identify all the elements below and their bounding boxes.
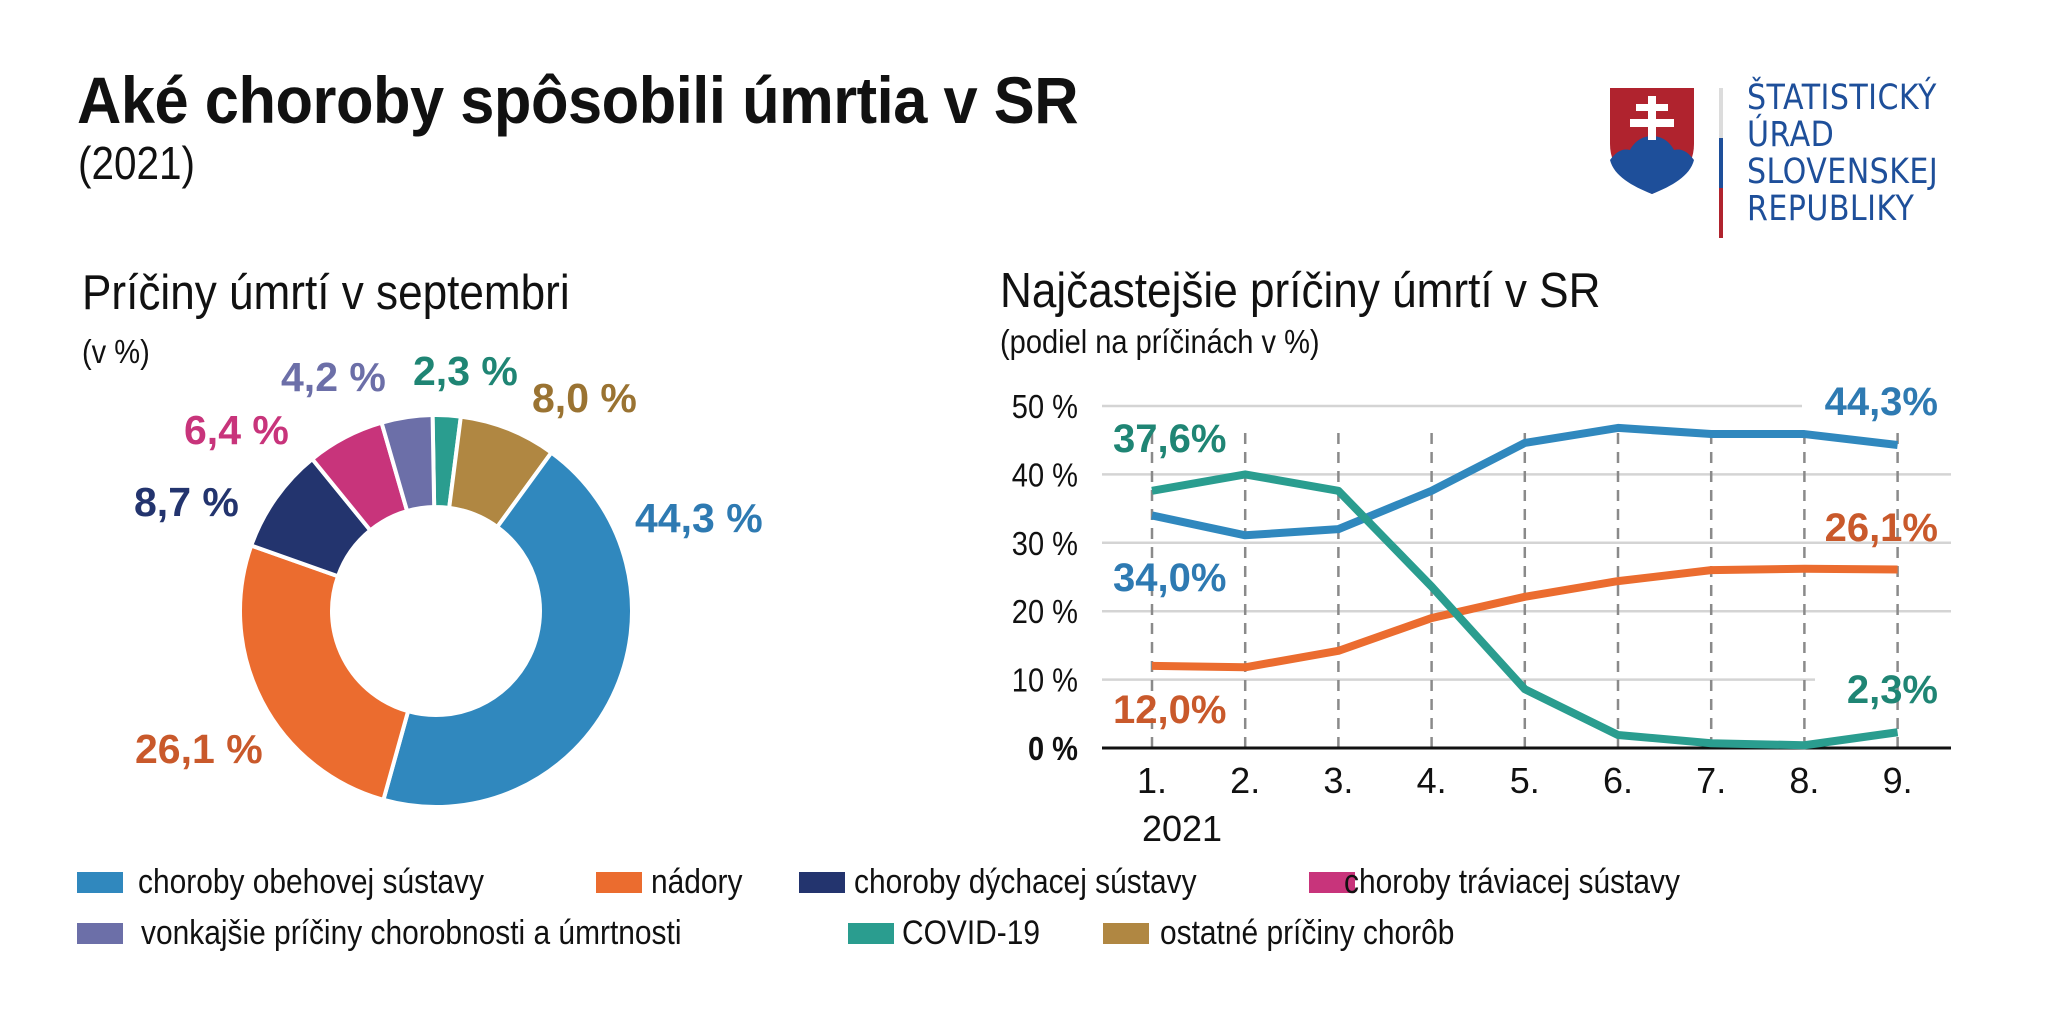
x-tick-label: 5. — [1510, 760, 1540, 801]
series-start-label: 12,0% — [1113, 688, 1226, 732]
line-chart-title: Najčastejšie príčiny úmrtí v SR — [1000, 264, 1601, 318]
legend-swatch-covid — [848, 923, 894, 944]
x-tick-label: 4. — [1417, 760, 1447, 801]
legend-swatch-circulatory — [77, 872, 123, 893]
legend-label-covid: COVID-19 — [902, 914, 1041, 952]
legend-swatch-tumors — [596, 872, 642, 893]
series-start-label: 37,6% — [1113, 417, 1226, 461]
logo-divider-white — [1719, 88, 1723, 138]
donut-label-tumors: 26,1 % — [135, 726, 263, 772]
donut-label-circulatory: 44,3 % — [635, 495, 763, 541]
y-tick-label: 50 % — [1012, 388, 1078, 425]
series-start-label: 34,0% — [1113, 556, 1226, 600]
y-tick-label: 10 % — [1012, 662, 1078, 699]
donut-slice-tumors — [238, 542, 411, 803]
donut-label-covid: 2,3 % — [413, 348, 518, 394]
page-subtitle: (2021) — [78, 137, 196, 189]
legend-swatch-respiratory — [799, 872, 845, 893]
x-tick-label: 7. — [1696, 760, 1726, 801]
series-end-label: 2,3% — [1847, 668, 1938, 712]
slovak-coat-of-arms-icon — [1610, 88, 1694, 194]
x-caption: 2021 — [1142, 808, 1222, 849]
donut-title: Príčiny úmrtí v septembri — [82, 266, 570, 320]
x-tick-label: 1. — [1137, 760, 1167, 801]
legend-swatch-other — [1103, 923, 1149, 944]
x-tick-label: 6. — [1603, 760, 1633, 801]
x-tick-label: 9. — [1883, 760, 1913, 801]
donut-label-external: 4,2 % — [281, 354, 386, 400]
y-tick-label: 40 % — [1012, 457, 1078, 494]
legend-label-respiratory: choroby dýchacej sústavy — [854, 863, 1197, 901]
logo-line: ŠTATISTICKÝ — [1747, 78, 1937, 118]
logo-text: ŠTATISTICKÝ ÚRAD SLOVENSKEJ REPUBLIKY — [1747, 80, 1938, 228]
donut-label-respiratory: 8,7 % — [134, 479, 239, 525]
logo-line: ÚRAD — [1747, 115, 1835, 155]
legend-label-external: vonkajšie príčiny chorobnosti a úmrtnost… — [141, 914, 682, 952]
x-tick-label: 3. — [1323, 760, 1353, 801]
logo-divider-red — [1719, 188, 1723, 238]
legend-label-tumors: nádory — [651, 863, 743, 901]
y-tick-label: 0 % — [1028, 730, 1078, 767]
x-tick-label: 2. — [1230, 760, 1260, 801]
legend-label-other: ostatné príčiny chorôb — [1160, 914, 1455, 952]
y-tick-label: 20 % — [1012, 593, 1078, 630]
donut-label-digestive: 6,4 % — [184, 407, 289, 453]
legend-swatch-digestive — [1309, 872, 1355, 893]
legend-label-digestive: choroby tráviacej sústavy — [1344, 863, 1680, 901]
line-chart-subtitle: (podiel na príčinách v %) — [1000, 323, 1320, 360]
logo-divider-blue — [1719, 138, 1723, 188]
series-end-label: 26,1% — [1825, 506, 1938, 550]
legend-label-circulatory: choroby obehovej sústavy — [138, 863, 484, 901]
donut-subtitle: (v %) — [82, 333, 150, 370]
x-tick-label: 8. — [1789, 760, 1819, 801]
logo-line: SLOVENSKEJ — [1747, 152, 1939, 192]
page-title: Aké choroby spôsobili úmrtia v SR — [77, 63, 1079, 137]
donut-label-other: 8,0 % — [532, 375, 637, 421]
donut-slice-circulatory — [380, 449, 634, 809]
donut-slice-external — [379, 412, 437, 514]
y-tick-label: 30 % — [1012, 525, 1078, 562]
legend-swatch-external — [77, 923, 123, 944]
logo-line: REPUBLIKY — [1747, 189, 1915, 229]
series-end-label: 44,3% — [1825, 380, 1938, 424]
